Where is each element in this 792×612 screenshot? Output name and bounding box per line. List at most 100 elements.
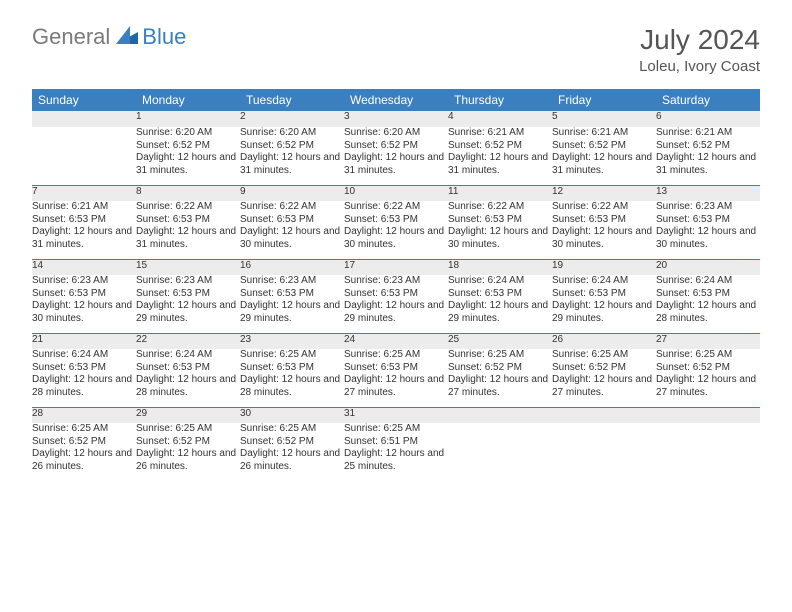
- day-info-line: Daylight: 12 hours and 31 minutes.: [136, 226, 240, 251]
- day-content-cell: Sunrise: 6:20 AMSunset: 6:52 PMDaylight:…: [344, 127, 448, 185]
- day-number-cell: [656, 407, 760, 423]
- day-info-line: Sunset: 6:53 PM: [344, 288, 448, 301]
- page-title: July 2024: [639, 24, 760, 56]
- day-info-line: Daylight: 12 hours and 27 minutes.: [344, 374, 448, 399]
- day-info-line: Sunrise: 6:24 AM: [136, 349, 240, 362]
- day-content-cell: [656, 423, 760, 481]
- day-number-cell: 7: [32, 185, 136, 201]
- day-number-cell: 3: [344, 111, 448, 127]
- day-number-cell: 28: [32, 407, 136, 423]
- day-info-line: Sunset: 6:53 PM: [32, 362, 136, 375]
- weekday-header: Saturday: [656, 89, 760, 111]
- day-content-cell: Sunrise: 6:25 AMSunset: 6:52 PMDaylight:…: [240, 423, 344, 481]
- day-number-cell: 22: [136, 333, 240, 349]
- day-number-cell: 10: [344, 185, 448, 201]
- day-number-cell: 15: [136, 259, 240, 275]
- day-content-cell: Sunrise: 6:22 AMSunset: 6:53 PMDaylight:…: [448, 201, 552, 259]
- day-info-line: Daylight: 12 hours and 26 minutes.: [240, 448, 344, 473]
- day-content-cell: Sunrise: 6:20 AMSunset: 6:52 PMDaylight:…: [136, 127, 240, 185]
- day-info-line: Sunrise: 6:22 AM: [136, 201, 240, 214]
- day-info-line: Sunrise: 6:23 AM: [32, 275, 136, 288]
- day-number-cell: 24: [344, 333, 448, 349]
- day-content-cell: [552, 423, 656, 481]
- day-number-cell: 6: [656, 111, 760, 127]
- day-info-line: Sunrise: 6:25 AM: [344, 349, 448, 362]
- day-number-cell: 9: [240, 185, 344, 201]
- day-content-cell: Sunrise: 6:22 AMSunset: 6:53 PMDaylight:…: [240, 201, 344, 259]
- day-number-cell: [32, 111, 136, 127]
- day-info-line: Sunrise: 6:24 AM: [32, 349, 136, 362]
- day-info-line: Sunset: 6:52 PM: [240, 436, 344, 449]
- day-info-line: Sunrise: 6:23 AM: [656, 201, 760, 214]
- day-content-cell: Sunrise: 6:21 AMSunset: 6:52 PMDaylight:…: [552, 127, 656, 185]
- day-info-line: Sunrise: 6:24 AM: [448, 275, 552, 288]
- day-content-row: Sunrise: 6:21 AMSunset: 6:53 PMDaylight:…: [32, 201, 760, 259]
- day-number-cell: 4: [448, 111, 552, 127]
- day-number-cell: 26: [552, 333, 656, 349]
- day-content-cell: Sunrise: 6:24 AMSunset: 6:53 PMDaylight:…: [448, 275, 552, 333]
- day-info-line: Daylight: 12 hours and 31 minutes.: [656, 152, 760, 177]
- day-info-line: Sunrise: 6:25 AM: [656, 349, 760, 362]
- day-content-cell: Sunrise: 6:25 AMSunset: 6:52 PMDaylight:…: [136, 423, 240, 481]
- day-info-line: Daylight: 12 hours and 29 minutes.: [240, 300, 344, 325]
- day-content-cell: Sunrise: 6:22 AMSunset: 6:53 PMDaylight:…: [344, 201, 448, 259]
- day-info-line: Sunset: 6:52 PM: [136, 436, 240, 449]
- page-subtitle: Loleu, Ivory Coast: [639, 58, 760, 75]
- day-number-cell: 29: [136, 407, 240, 423]
- day-info-line: Sunset: 6:53 PM: [656, 288, 760, 301]
- day-content-cell: Sunrise: 6:23 AMSunset: 6:53 PMDaylight:…: [136, 275, 240, 333]
- day-info-line: Daylight: 12 hours and 28 minutes.: [240, 374, 344, 399]
- day-content-cell: Sunrise: 6:22 AMSunset: 6:53 PMDaylight:…: [552, 201, 656, 259]
- day-info-line: Sunrise: 6:22 AM: [448, 201, 552, 214]
- day-info-line: Daylight: 12 hours and 27 minutes.: [448, 374, 552, 399]
- day-info-line: Sunrise: 6:21 AM: [552, 127, 656, 140]
- day-number-cell: [448, 407, 552, 423]
- day-content-cell: Sunrise: 6:24 AMSunset: 6:53 PMDaylight:…: [136, 349, 240, 407]
- day-info-line: Sunrise: 6:23 AM: [344, 275, 448, 288]
- day-info-line: Daylight: 12 hours and 29 minutes.: [448, 300, 552, 325]
- day-info-line: Daylight: 12 hours and 25 minutes.: [344, 448, 448, 473]
- day-info-line: Daylight: 12 hours and 31 minutes.: [552, 152, 656, 177]
- day-info-line: Daylight: 12 hours and 30 minutes.: [552, 226, 656, 251]
- day-info-line: Sunrise: 6:21 AM: [656, 127, 760, 140]
- day-info-line: Sunset: 6:52 PM: [552, 140, 656, 153]
- day-content-row: Sunrise: 6:25 AMSunset: 6:52 PMDaylight:…: [32, 423, 760, 481]
- day-info-line: Sunset: 6:53 PM: [136, 214, 240, 227]
- day-number-cell: 25: [448, 333, 552, 349]
- day-content-cell: Sunrise: 6:25 AMSunset: 6:52 PMDaylight:…: [32, 423, 136, 481]
- day-content-cell: Sunrise: 6:24 AMSunset: 6:53 PMDaylight:…: [32, 349, 136, 407]
- day-info-line: Daylight: 12 hours and 26 minutes.: [32, 448, 136, 473]
- day-info-line: Daylight: 12 hours and 27 minutes.: [552, 374, 656, 399]
- day-info-line: Sunset: 6:53 PM: [552, 214, 656, 227]
- day-number-cell: 2: [240, 111, 344, 127]
- day-info-line: Sunrise: 6:21 AM: [448, 127, 552, 140]
- day-info-line: Sunrise: 6:22 AM: [552, 201, 656, 214]
- day-content-cell: Sunrise: 6:24 AMSunset: 6:53 PMDaylight:…: [656, 275, 760, 333]
- day-info-line: Sunset: 6:52 PM: [136, 140, 240, 153]
- day-info-line: Sunset: 6:52 PM: [656, 140, 760, 153]
- day-info-line: Sunset: 6:53 PM: [136, 288, 240, 301]
- day-info-line: Daylight: 12 hours and 31 minutes.: [448, 152, 552, 177]
- day-info-line: Sunrise: 6:25 AM: [552, 349, 656, 362]
- day-info-line: Sunset: 6:53 PM: [448, 288, 552, 301]
- day-info-line: Sunset: 6:53 PM: [344, 362, 448, 375]
- title-block: July 2024 Loleu, Ivory Coast: [639, 24, 760, 75]
- day-content-cell: Sunrise: 6:24 AMSunset: 6:53 PMDaylight:…: [552, 275, 656, 333]
- day-content-cell: [448, 423, 552, 481]
- day-number-cell: 11: [448, 185, 552, 201]
- day-info-line: Sunrise: 6:25 AM: [240, 423, 344, 436]
- day-info-line: Daylight: 12 hours and 28 minutes.: [656, 300, 760, 325]
- day-info-line: Daylight: 12 hours and 29 minutes.: [552, 300, 656, 325]
- day-info-line: Sunset: 6:52 PM: [448, 140, 552, 153]
- day-info-line: Daylight: 12 hours and 31 minutes.: [32, 226, 136, 251]
- day-content-cell: Sunrise: 6:25 AMSunset: 6:52 PMDaylight:…: [552, 349, 656, 407]
- day-info-line: Sunrise: 6:22 AM: [344, 201, 448, 214]
- day-content-cell: Sunrise: 6:25 AMSunset: 6:52 PMDaylight:…: [656, 349, 760, 407]
- day-info-line: Sunset: 6:53 PM: [552, 288, 656, 301]
- day-number-row: 123456: [32, 111, 760, 127]
- day-content-cell: Sunrise: 6:21 AMSunset: 6:52 PMDaylight:…: [448, 127, 552, 185]
- day-info-line: Daylight: 12 hours and 26 minutes.: [136, 448, 240, 473]
- weekday-header: Thursday: [448, 89, 552, 111]
- day-info-line: Daylight: 12 hours and 30 minutes.: [656, 226, 760, 251]
- day-info-line: Sunrise: 6:24 AM: [552, 275, 656, 288]
